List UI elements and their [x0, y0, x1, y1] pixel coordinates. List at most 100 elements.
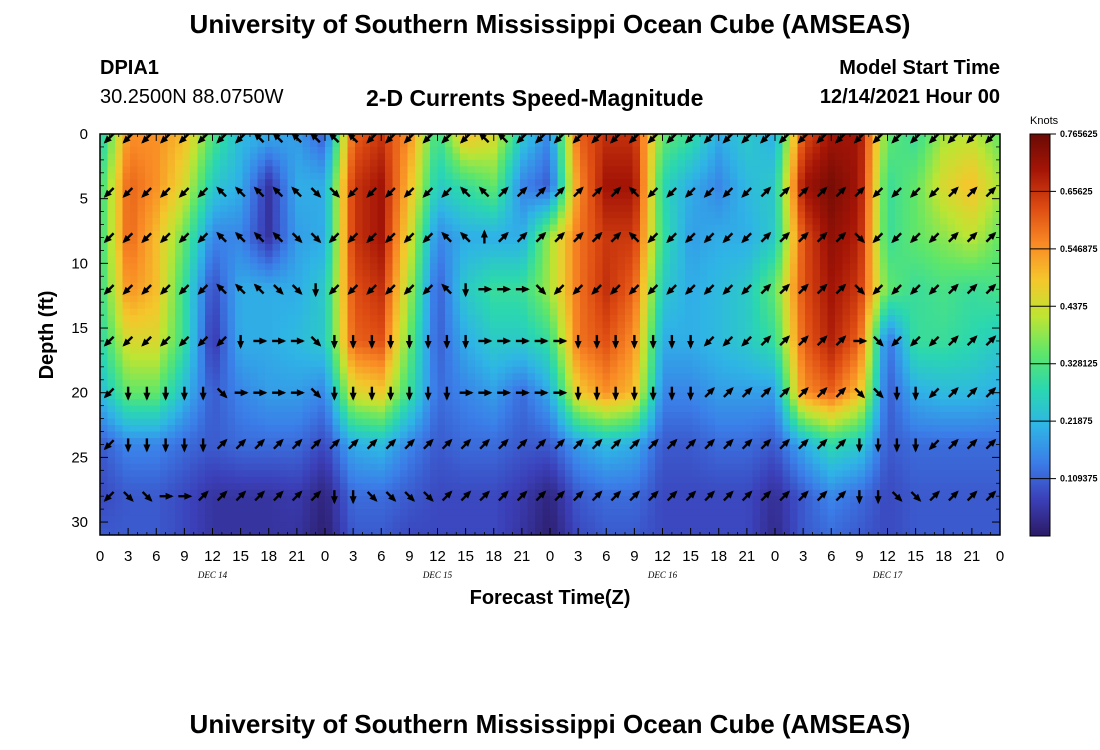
heatmap-cell	[722, 334, 731, 342]
heatmap-cell	[685, 347, 694, 355]
heatmap-cell	[610, 140, 619, 148]
heatmap-cell	[280, 224, 289, 232]
heatmap-cell	[205, 250, 214, 258]
heatmap-cell	[317, 321, 326, 329]
heatmap-cell	[340, 256, 349, 264]
heatmap-cell	[467, 308, 476, 316]
heatmap-cell	[167, 315, 176, 323]
heatmap-cell	[730, 153, 739, 161]
heatmap-cell	[880, 347, 889, 355]
heatmap-cell	[152, 211, 161, 219]
heatmap-cell	[377, 243, 386, 252]
heatmap-cell	[325, 185, 334, 193]
heatmap-cell	[647, 353, 656, 361]
heatmap-cell	[280, 146, 289, 155]
heatmap-cell	[212, 379, 221, 387]
heatmap-cell	[460, 295, 469, 303]
heatmap-cell	[677, 366, 686, 374]
heatmap-cell	[295, 328, 304, 336]
heatmap-cell	[250, 302, 259, 310]
heatmap-cell	[722, 366, 731, 374]
heatmap-cell	[490, 315, 499, 323]
heatmap-cell	[932, 237, 941, 245]
heatmap-cell	[355, 134, 364, 142]
heatmap-cell	[137, 198, 146, 206]
heatmap-cell	[692, 386, 701, 394]
heatmap-cell	[865, 237, 874, 245]
heatmap-cell	[617, 276, 626, 284]
heatmap-cell	[190, 243, 199, 252]
heatmap-cell	[445, 347, 454, 355]
heatmap-cell	[580, 231, 589, 239]
heatmap-cell	[820, 198, 829, 206]
heatmap-cell	[790, 347, 799, 355]
heatmap-cell	[692, 360, 701, 368]
heatmap-cell	[760, 379, 769, 387]
heatmap-cell	[700, 321, 709, 329]
heatmap-cell	[392, 321, 401, 329]
heatmap-cell	[317, 243, 326, 252]
heatmap-cell	[130, 237, 139, 245]
heatmap-cell	[332, 250, 341, 258]
heatmap-cell	[827, 192, 836, 200]
heatmap-cell	[505, 276, 514, 284]
heatmap-cell	[962, 340, 971, 349]
heatmap-cell	[812, 328, 821, 336]
heatmap-cell	[745, 276, 754, 284]
heatmap-cell	[107, 211, 116, 219]
heatmap-cell	[947, 198, 956, 206]
heatmap-cell	[812, 353, 821, 361]
heatmap-cell	[700, 224, 709, 232]
heatmap-cell	[212, 282, 221, 290]
heatmap-cell	[490, 366, 499, 374]
heatmap-cell	[325, 192, 334, 200]
heatmap-cell	[617, 392, 626, 400]
heatmap-cell	[490, 392, 499, 400]
heatmap-cell	[557, 328, 566, 336]
heatmap-cell	[617, 347, 626, 355]
heatmap-cell	[692, 308, 701, 316]
heatmap-cell	[100, 308, 109, 316]
heatmap-cell	[745, 321, 754, 329]
heatmap-cell	[370, 347, 379, 355]
heatmap-cell	[355, 308, 364, 316]
heatmap-cell	[385, 185, 394, 193]
heatmap-cell	[145, 347, 154, 355]
heatmap-cell	[910, 366, 919, 374]
heatmap-cell	[625, 302, 634, 310]
heatmap-cell	[857, 295, 866, 303]
heatmap-cell	[400, 379, 409, 387]
heatmap-cell	[490, 231, 499, 239]
heatmap-cell	[520, 146, 529, 155]
heatmap-cell	[827, 211, 836, 219]
heatmap-cell	[722, 218, 731, 226]
heatmap-cell	[542, 198, 551, 206]
heatmap-cell	[362, 218, 371, 226]
heatmap-cell	[130, 205, 139, 213]
heatmap-cell	[182, 379, 191, 387]
heatmap-cell	[415, 166, 424, 174]
heatmap-cell	[805, 146, 814, 155]
heatmap-cell	[460, 321, 469, 329]
heatmap-cell	[572, 179, 581, 187]
heatmap-cell	[317, 366, 326, 374]
heatmap-cell	[235, 250, 244, 258]
heatmap-cell	[730, 263, 739, 271]
heatmap-cell	[662, 308, 671, 316]
heatmap-cell	[640, 340, 649, 349]
heatmap-cell	[842, 328, 851, 336]
heatmap-cell	[317, 134, 326, 142]
heatmap-cell	[812, 373, 821, 381]
heatmap-cell	[415, 347, 424, 355]
heatmap-cell	[700, 353, 709, 361]
heatmap-cell	[250, 386, 259, 394]
heatmap-cell	[962, 250, 971, 258]
heatmap-cell	[520, 218, 529, 226]
heatmap-cell	[925, 282, 934, 290]
heatmap-cell	[460, 198, 469, 206]
heatmap-cell	[332, 205, 341, 213]
heatmap-cell	[617, 360, 626, 368]
heatmap-cell	[167, 386, 176, 394]
heatmap-cell	[482, 340, 491, 349]
heatmap-cell	[895, 192, 904, 200]
